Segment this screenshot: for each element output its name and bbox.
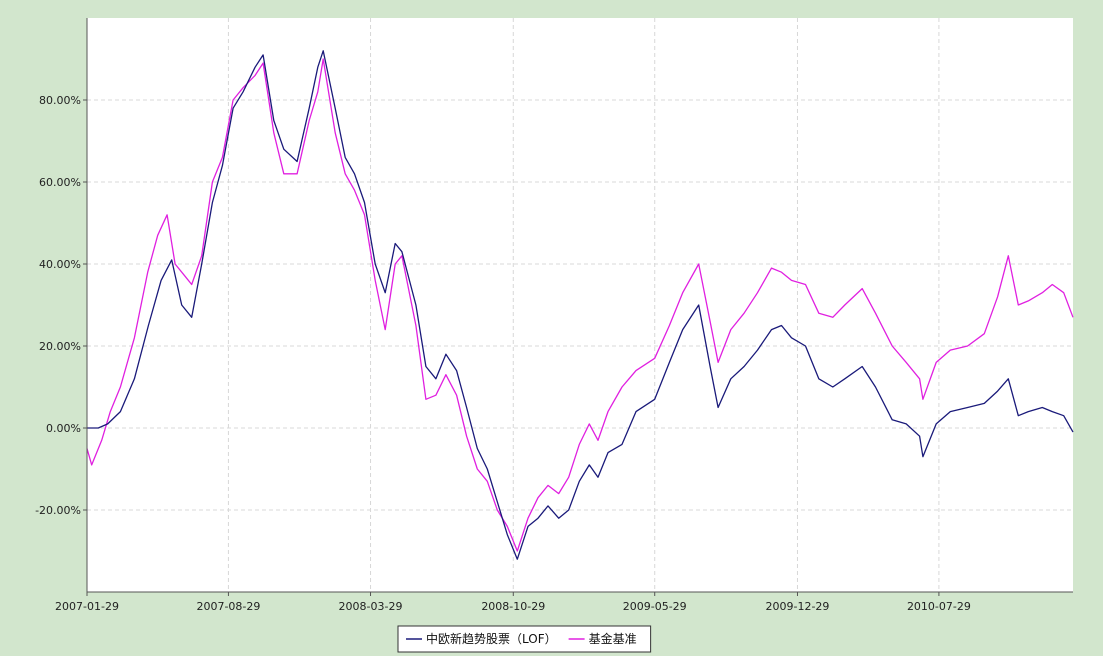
y-tick-label: 40.00% <box>39 258 81 271</box>
x-tick-label: 2007-01-29 <box>55 600 119 613</box>
y-axis-ticks: -20.00% 0.00% 20.00% 40.00% 60.00% 80.00% <box>35 94 87 517</box>
x-tick-label: 2008-10-29 <box>481 600 545 613</box>
legend: 中欧新趋势股票（LOF） 基金基准 <box>397 625 652 653</box>
series-line-fund <box>87 50 1074 560</box>
legend-label-fund: 中欧新趋势股票（LOF） <box>426 631 557 646</box>
y-tick-label: 80.00% <box>39 94 81 107</box>
x-tick-label: 2010-07-29 <box>907 600 971 613</box>
x-axis-ticks: 2007-01-29 2007-08-29 2008-03-29 2008-10-29… <box>55 592 971 613</box>
y-tick-label: -20.00% <box>35 504 81 517</box>
legend-label-benchmark: 基金基准 <box>589 631 637 646</box>
legend-box <box>397 625 652 653</box>
y-tick-label: 60.00% <box>39 176 81 189</box>
plot-area <box>87 18 1073 592</box>
series-line-benchmark <box>86 58 1074 552</box>
x-tick-label: 2009-05-29 <box>623 600 687 613</box>
x-tick-label: 2008-03-29 <box>339 600 403 613</box>
x-tick-label: 2009-12-29 <box>766 600 830 613</box>
x-tick-label: 2007-08-29 <box>196 600 260 613</box>
y-tick-label: 0.00% <box>46 422 81 435</box>
y-tick-label: 20.00% <box>39 340 81 353</box>
series-layer <box>86 50 1074 560</box>
